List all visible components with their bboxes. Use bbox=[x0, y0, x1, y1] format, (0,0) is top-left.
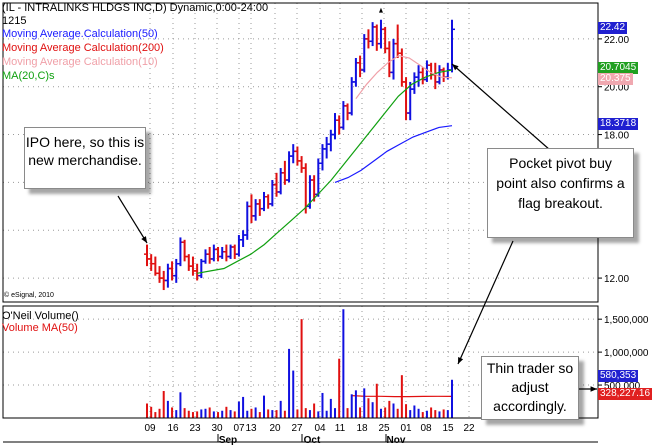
pocket-pivot-arrow-up bbox=[451, 63, 551, 151]
price-tick-label: 20.00 bbox=[604, 83, 629, 94]
pivot-marker bbox=[378, 7, 383, 13]
date-tick-label: 07 bbox=[233, 423, 245, 434]
volume-ma-label: Volume MA(50) bbox=[2, 322, 78, 334]
price-tag-ma50: 18.3718 bbox=[598, 118, 639, 130]
thin-trader-arrow-head bbox=[590, 386, 597, 392]
volume-bars bbox=[146, 309, 453, 418]
price-tag-last: 22.42 bbox=[598, 22, 628, 34]
date-tick-label: 11 bbox=[335, 423, 346, 434]
pocket-pivot-arrow-down-head bbox=[458, 357, 464, 364]
pocket-pivot-callout-text: Pocket pivot buy point also confirms a f… bbox=[496, 155, 625, 211]
ma10-line bbox=[355, 54, 453, 100]
ipo-arrow bbox=[117, 195, 148, 244]
chart-title: (IL - INTRALINKS HLDGS INC,D) Dynamic,0:… bbox=[2, 2, 269, 14]
volume-tag-last: 580,353 bbox=[598, 370, 639, 382]
thin-trader-callout: Thin trader so adjust accordingly. bbox=[481, 356, 579, 420]
price-tag-ma10: 20.375 bbox=[598, 73, 633, 85]
date-tick-label: 04 bbox=[314, 423, 326, 434]
date-tick-label: 01 bbox=[400, 423, 412, 434]
price-tick-label: 12.00 bbox=[604, 274, 629, 285]
date-tick-label: 08 bbox=[420, 423, 432, 434]
date-tick-label: 20 bbox=[269, 423, 281, 434]
month-label: Nov bbox=[387, 435, 406, 446]
volume-tick-label: 500,000 bbox=[604, 381, 641, 392]
date-tick-label: 16 bbox=[167, 423, 179, 434]
ipo-callout: IPO here, so this is new merchandise. bbox=[24, 127, 146, 189]
annotation-arrows bbox=[117, 63, 597, 392]
copyright: © eSignal, 2010 bbox=[4, 292, 54, 299]
pocket-pivot-callout: Pocket pivot buy point also confirms a f… bbox=[487, 148, 634, 238]
date-tick-label: 13 bbox=[245, 423, 257, 434]
price-tick-label: 22.00 bbox=[604, 35, 629, 46]
legend-ma200: Moving Average Calculation(200) bbox=[2, 42, 164, 54]
volume-tag-ma: 328,227.16 bbox=[598, 388, 653, 400]
date-tick-label: 30 bbox=[211, 423, 223, 434]
ipo-arrow-head bbox=[141, 236, 147, 243]
ma50-line bbox=[334, 125, 453, 183]
month-label: Sep bbox=[219, 435, 237, 446]
date-tick-label: 15 bbox=[442, 423, 454, 434]
ipo-callout-text: IPO here, so this is new merchandise. bbox=[25, 134, 145, 168]
date-tick-label: 22 bbox=[463, 423, 475, 434]
thin-trader-callout-text: Thin trader so adjust accordingly. bbox=[486, 360, 574, 414]
volume-axis-ticks: 1,500,000 1,000,000 500,000 bbox=[598, 315, 649, 392]
volume-panel-border bbox=[2, 305, 599, 419]
month-label: Oct bbox=[304, 435, 321, 446]
date-tick-label: 25 bbox=[378, 423, 390, 434]
price-tag-ma20: 20.7045 bbox=[598, 62, 639, 74]
volume-tick-label: 1,500,000 bbox=[604, 315, 649, 326]
volume-title: O'Neil Volume() bbox=[2, 310, 79, 322]
volume-tick-label: 1,000,000 bbox=[604, 348, 649, 359]
chart-code: 1215 bbox=[2, 15, 27, 27]
date-tick-label: 18 bbox=[356, 423, 368, 434]
price-bars bbox=[144, 7, 455, 291]
price-tick-label: 18.00 bbox=[604, 131, 629, 142]
date-axis-ticks: 09 16 23 30 07 13 20 27 04 11 18 25 01 08 15 22 Sep Oct No… bbox=[144, 423, 475, 446]
date-tick-label: 23 bbox=[189, 423, 201, 434]
ma20-line bbox=[196, 69, 453, 274]
legend-ma20: MA(20,C)s bbox=[2, 70, 55, 82]
date-tick-label: 27 bbox=[291, 423, 303, 434]
legend-ma50: Moving Average.Calculation(50) bbox=[2, 28, 158, 40]
legend-ma10: Moving Average Calculation(10) bbox=[2, 56, 158, 68]
date-tick-label: 09 bbox=[144, 423, 156, 434]
pocket-pivot-arrow-up-head bbox=[452, 64, 459, 71]
pocket-pivot-arrow-down bbox=[457, 240, 514, 365]
